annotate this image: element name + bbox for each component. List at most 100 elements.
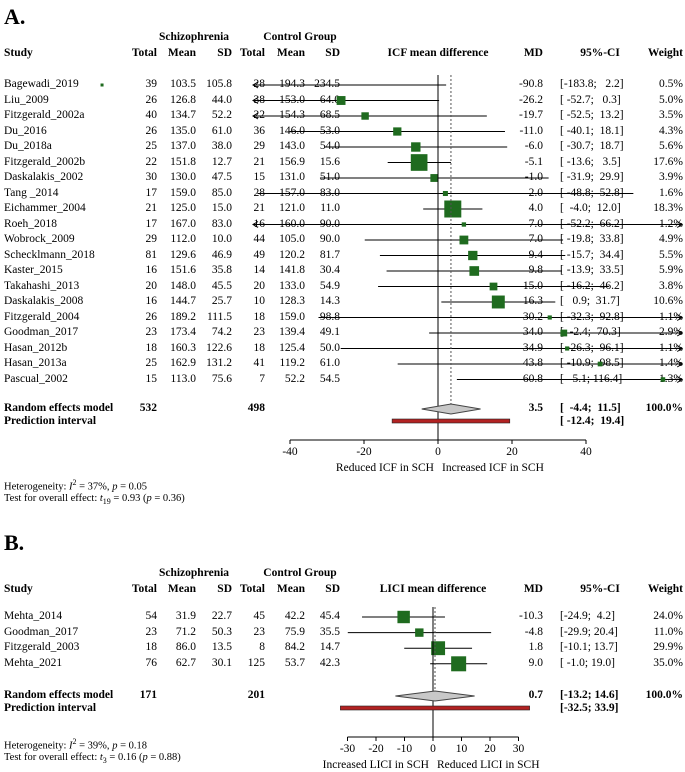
ci-arrow-right <box>676 345 684 352</box>
mean-2: 160.0 <box>279 217 305 230</box>
mean-1: 137.0 <box>170 140 196 152</box>
study-name: Eichammer_2004 <box>4 202 86 214</box>
right-caption: Reduced LICI in SCH <box>437 759 540 771</box>
total-2: 28 <box>253 186 266 199</box>
p-value: = 0.36) <box>151 493 185 504</box>
weight-value: 29.9% <box>653 641 683 654</box>
total-2: 36 <box>253 124 266 137</box>
ci-value: [-10.1; 13.7] <box>560 641 618 654</box>
sd-2: 54.9 <box>319 279 340 292</box>
total-1: 17 <box>145 217 158 230</box>
total-2: 15 <box>253 171 266 183</box>
ci-arrow-left <box>252 221 259 228</box>
mean-2: 125.4 <box>279 341 305 354</box>
study-name: Goodman_2017 <box>4 625 79 638</box>
col-mean-1: Mean <box>167 47 196 59</box>
sd-1: 22.7 <box>211 610 232 622</box>
study-name: Fitzgerald_2003 <box>4 641 80 654</box>
col-total-2: Total <box>239 47 265 59</box>
total-1: 26 <box>145 310 158 323</box>
ci-value: [ -31.9; 29.9] <box>560 171 624 183</box>
total-1: 30 <box>145 171 158 183</box>
col-plot: ICF mean difference <box>387 47 489 59</box>
study-marker <box>461 222 467 227</box>
t-symbol: t <box>99 752 103 763</box>
mean-1: 129.6 <box>170 248 196 261</box>
sd-1: 45.5 <box>211 279 232 292</box>
overall-effect-test-text: Test for overall effect: t19 = 0.93 (p =… <box>4 493 185 506</box>
random-ci: [ -4.4; 11.5] <box>560 402 621 414</box>
t-value: = 0.16 ( <box>106 752 143 763</box>
total-1: 76 <box>145 656 158 669</box>
ci-value: [ -26.3; 96.1] <box>560 341 624 354</box>
mean-1: 31.9 <box>175 610 196 622</box>
sd-1: 83.0 <box>211 217 232 230</box>
study-name: Pascual_2002 <box>4 372 68 385</box>
md-value: 1.8 <box>528 641 543 654</box>
right-caption: Increased ICF in SCH <box>442 462 544 474</box>
i2-value: = 37%, <box>76 481 113 493</box>
random-total-1: 532 <box>139 402 157 414</box>
group1-header: Schizophrenia <box>158 31 230 43</box>
mean-1: 144.7 <box>170 295 196 307</box>
weight-value: 4.3% <box>659 124 683 137</box>
weight-value: 24.0% <box>653 610 683 622</box>
mean-2: 154.3 <box>279 109 305 121</box>
mean-1: 160.3 <box>170 341 196 354</box>
mean-2: 42.2 <box>284 610 305 622</box>
total-2: 29 <box>253 140 266 152</box>
random-weight: 100.0% <box>645 689 683 701</box>
random-total-2: 201 <box>247 689 265 701</box>
mean-2: 133.0 <box>279 279 305 292</box>
weight-value: 1.6% <box>659 186 683 199</box>
sd-2: 15.6 <box>319 155 340 168</box>
sd-1: 12.7 <box>211 155 232 168</box>
sd-2: 68.5 <box>319 109 340 121</box>
group1-header: Schizophrenia <box>158 567 230 579</box>
study-name: Daskalakis_2008 <box>4 295 84 307</box>
mean-1: 62.7 <box>175 656 196 669</box>
study-marker <box>100 83 104 87</box>
x-axis-tick-label: 0 <box>435 446 441 458</box>
sd-1: 46.9 <box>211 248 232 261</box>
weight-value: 5.5% <box>659 248 683 261</box>
mean-2: 119.2 <box>279 357 305 369</box>
study-marker <box>336 96 346 105</box>
sd-1: 122.6 <box>206 341 232 354</box>
mean-2: 157.0 <box>279 186 305 199</box>
total-2: 21 <box>253 202 266 214</box>
study-name: Fitzgerald_2002b <box>4 155 86 168</box>
sd-1: 10.0 <box>211 233 232 245</box>
mean-1: 86.0 <box>175 641 196 654</box>
mean-1: 167.0 <box>170 217 196 230</box>
md-value: 15.0 <box>522 279 543 292</box>
total-2: 8 <box>259 641 265 654</box>
md-value: 30.2 <box>522 310 543 323</box>
col-ci: 95%-CI <box>580 47 620 59</box>
col-md: MD <box>523 583 543 595</box>
x-axis-tick-label: 40 <box>580 446 592 458</box>
study-name: Mehta_2021 <box>4 656 63 669</box>
total-2: 16 <box>253 217 266 230</box>
sd-1: 111.5 <box>206 310 232 323</box>
col-sd-2: SD <box>325 583 340 595</box>
ci-value: [ -15.7; 34.4] <box>560 248 624 261</box>
mean-1: 113.0 <box>170 372 196 385</box>
panel-label: A. <box>4 4 26 29</box>
study-marker <box>565 346 570 351</box>
sd-1: 44.0 <box>211 93 232 106</box>
ci-value: [ -13.6; 3.5] <box>560 155 621 168</box>
sd-2: 30.4 <box>319 264 340 276</box>
mean-1: 134.7 <box>170 109 196 121</box>
random-effects-label: Random effects model <box>4 402 114 414</box>
sd-1: 74.2 <box>211 326 232 338</box>
weight-value: 3.5% <box>659 109 683 121</box>
weight-value: 1.1% <box>659 341 683 354</box>
sd-1: 15.0 <box>211 202 232 214</box>
study-name: Daskalakis_2002 <box>4 171 84 183</box>
study-name: Hasan_2012b <box>4 341 68 354</box>
study-name: Takahashi_2013 <box>4 279 80 292</box>
md-value: -5.1 <box>524 155 543 168</box>
sd-1: 38.0 <box>211 140 232 152</box>
total-1: 25 <box>145 357 158 369</box>
